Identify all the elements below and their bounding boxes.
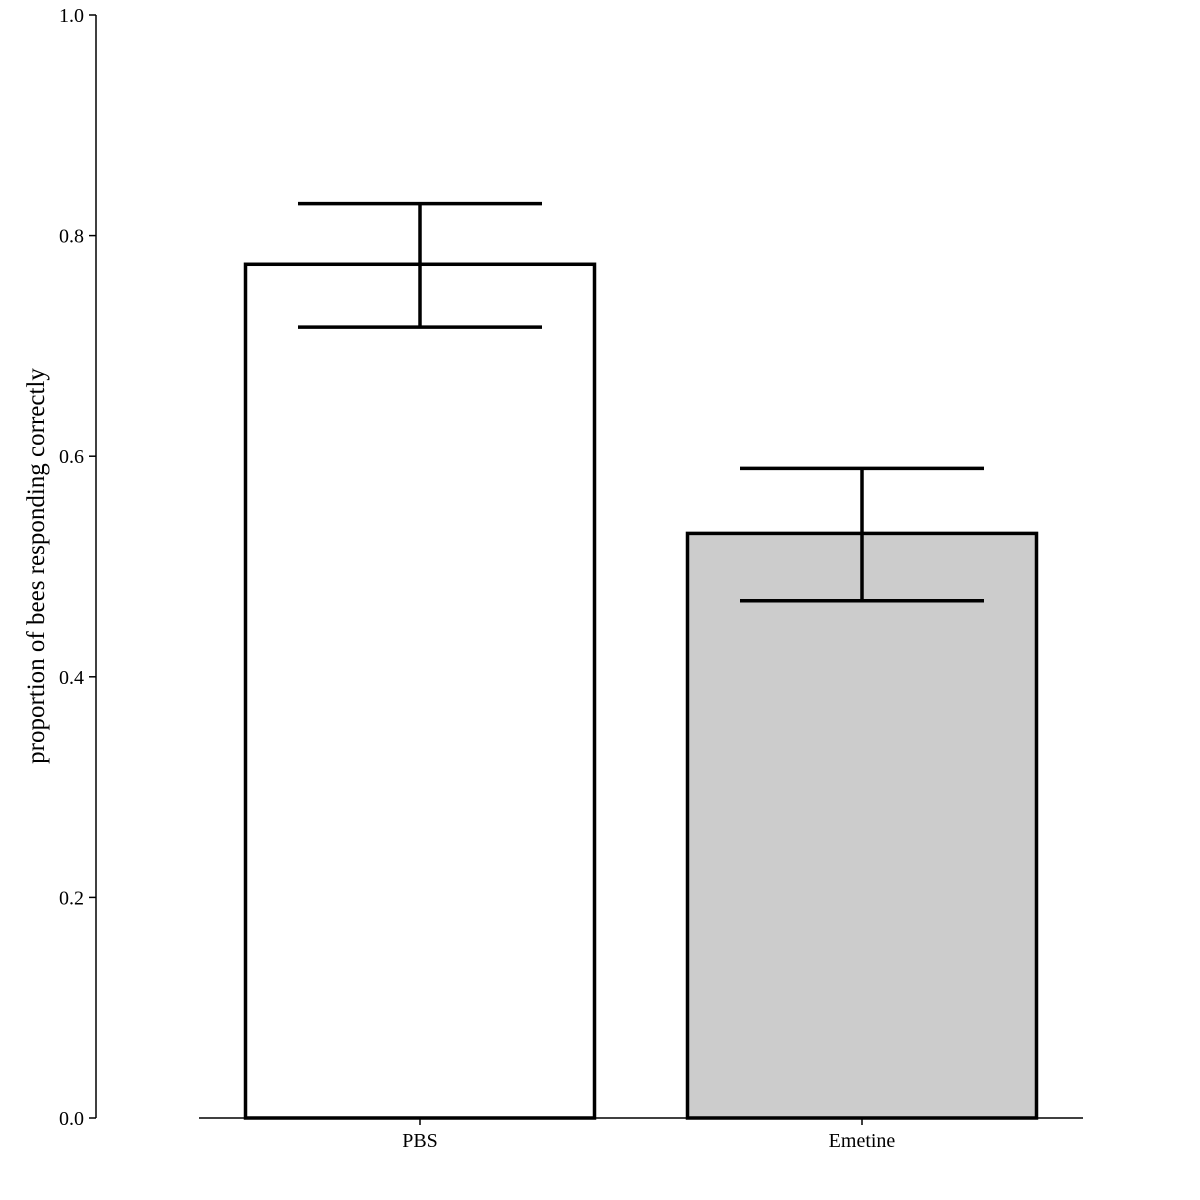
y-axis-title: proportion of bees responding correctly (23, 368, 50, 764)
y-tick-label: 0.8 (59, 226, 84, 248)
y-tick-label: 0.4 (59, 667, 84, 689)
error-bars (298, 201, 984, 603)
y-tick-label: 0.2 (59, 887, 84, 909)
bar-emetine (685, 531, 1039, 1120)
y-tick-label: 0.0 (59, 1108, 84, 1130)
bars (243, 262, 1039, 1120)
y-ticks: 0.0 0.2 0.4 0.6 0.8 1.0 (59, 5, 96, 1130)
bar-pbs (243, 262, 597, 1120)
x-tick-label: PBS (402, 1130, 438, 1152)
y-tick-label: 1.0 (59, 5, 84, 27)
y-axis: 0.0 0.2 0.4 0.6 0.8 1.0 (59, 5, 97, 1130)
x-axis: PBS Emetine (199, 1117, 1083, 1152)
x-tick-label: Emetine (829, 1130, 896, 1152)
y-tick-label: 0.6 (59, 446, 84, 468)
x-ticks: PBS Emetine (402, 1118, 895, 1152)
